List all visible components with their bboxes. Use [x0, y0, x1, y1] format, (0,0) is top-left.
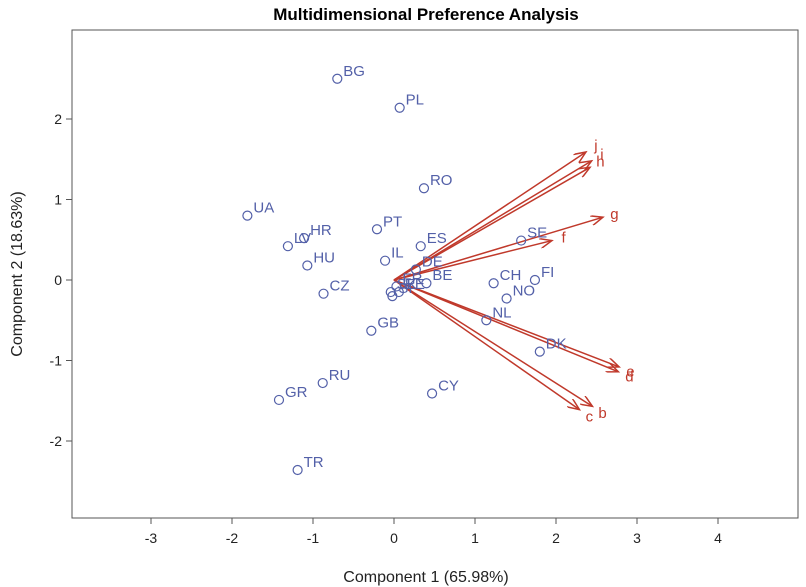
x-tick-label: -3 [145, 530, 158, 546]
point-label-no: NO [513, 283, 536, 300]
vector-label-e: e [626, 363, 634, 380]
plot-frame [71, 29, 799, 519]
x-axis-ticks: -3 -2 -1 0 1 2 3 4 [145, 518, 722, 546]
point-se [516, 235, 527, 246]
vector-h [393, 167, 590, 281]
point-hr [298, 233, 310, 244]
point-label-se: SE [527, 225, 547, 242]
x-tick-label: -1 [307, 530, 320, 546]
y-axis-ticks: -2 -1 0 1 2 [50, 111, 72, 449]
point-cy [426, 388, 438, 399]
vector-e [393, 279, 619, 367]
point-fi [529, 274, 541, 286]
vector-j [393, 152, 586, 281]
x-tick-label: 3 [633, 530, 641, 546]
y-tick-label: -2 [50, 433, 63, 449]
vector-g [393, 217, 603, 281]
vector-layer: jih g f ed bc [393, 137, 635, 425]
point-label-fi: FI [541, 264, 554, 281]
point-label-lv: LV [294, 230, 311, 247]
point-label-nl: NL [492, 304, 511, 321]
point-cz [318, 288, 329, 299]
point-be [421, 278, 432, 289]
point-nl [481, 315, 492, 326]
point-ch [488, 278, 499, 289]
vector-label-c: c [586, 408, 594, 425]
point-no [501, 293, 512, 304]
vector-label-j: j [593, 137, 597, 154]
y-tick-label: 0 [54, 272, 62, 288]
point-bg [332, 73, 343, 84]
vector-d [393, 279, 618, 372]
chart-title: Multidimensional Preference Analysis [273, 5, 578, 24]
point-label-bg: BG [343, 63, 365, 80]
point-fr [391, 281, 402, 292]
point-tr [292, 464, 303, 476]
point-label-gb: GB [377, 315, 399, 332]
vector-label-g: g [610, 206, 618, 223]
x-tick-label: 0 [390, 530, 398, 546]
point-label-cy: CY [438, 378, 459, 395]
vector-f [393, 241, 552, 281]
point-ro [418, 183, 430, 194]
point-dk [534, 346, 545, 357]
point-label-de: DE [422, 254, 443, 271]
y-tick-label: 1 [54, 192, 62, 208]
point-label-pt: PT [383, 213, 402, 230]
y-tick-label: 2 [54, 111, 62, 127]
point-label-be: BE [432, 267, 452, 284]
x-tick-label: -2 [226, 530, 239, 546]
point-label-hu: HU [313, 250, 335, 267]
point-label-hr: HR [310, 222, 332, 239]
point-label-ua: UA [253, 200, 274, 217]
vector-label-h: h [596, 153, 604, 170]
vector-b [393, 279, 592, 406]
point-label-ch: CH [500, 267, 522, 284]
point-hu [302, 260, 313, 271]
vector-label-b: b [598, 405, 606, 422]
x-tick-label: 4 [714, 530, 722, 546]
point-lv [282, 241, 293, 252]
vector-label-d: d [625, 368, 633, 385]
x-axis-label: Component 1 (65.98%) [343, 569, 508, 586]
vector-c [393, 279, 579, 410]
point-label-cz: CZ [330, 278, 350, 295]
point-label-ru: RU [329, 367, 351, 384]
x-tick-label: 1 [471, 530, 479, 546]
point-ee [393, 286, 404, 298]
vector-i [393, 161, 592, 281]
point-es [415, 241, 426, 252]
point-ru [317, 377, 328, 389]
point-label-fr: FR [402, 270, 422, 287]
point-label-il: IL [391, 245, 404, 262]
point-label-es: ES [427, 230, 447, 247]
point-gr [273, 394, 285, 406]
point-pl [394, 102, 405, 113]
y-tick-label: -1 [50, 353, 63, 369]
point-label-tr: TR [304, 454, 324, 471]
x-tick-label: 2 [552, 530, 560, 546]
point-label-gr: GR [285, 384, 308, 401]
point-label-pl: PL [406, 92, 424, 109]
point-label-si: SI [398, 280, 412, 297]
y-axis-label: Component 2 (18.63%) [9, 191, 26, 356]
point-gb [366, 325, 377, 336]
point-label-ee: EE [405, 276, 425, 293]
point-ua [242, 210, 253, 221]
point-de [410, 264, 421, 275]
point-label-ro: RO [430, 172, 453, 189]
vector-label-f: f [562, 230, 567, 247]
point-label-dk: DK [546, 336, 567, 353]
point-pt [371, 224, 383, 235]
point-il [379, 255, 391, 266]
vector-label-i: i [600, 147, 603, 164]
